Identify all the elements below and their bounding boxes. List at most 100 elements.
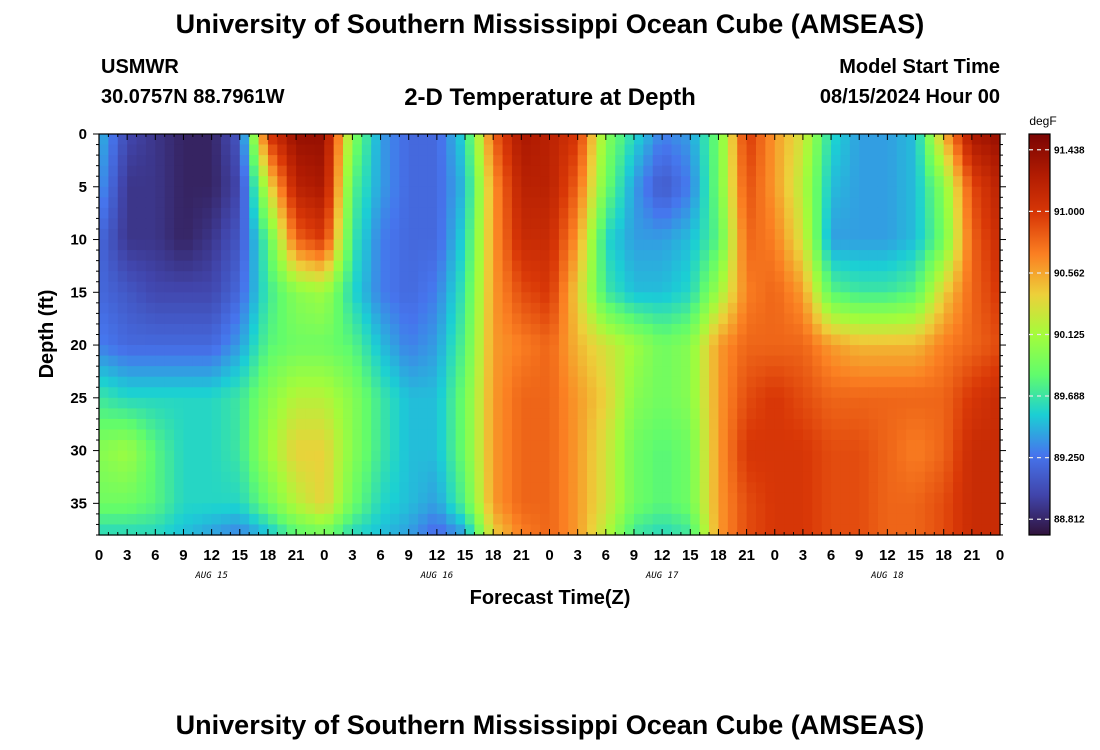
heatmap-cell — [99, 429, 109, 441]
heatmap-cell — [615, 313, 626, 325]
heatmap-cell — [709, 207, 720, 220]
heatmap-cell — [230, 176, 241, 188]
heatmap-cell — [352, 281, 363, 293]
heatmap-cell — [221, 313, 231, 325]
heatmap-cell — [680, 207, 691, 220]
heatmap-cell — [399, 450, 410, 462]
heatmap-cell — [361, 334, 372, 346]
heatmap-cell — [718, 397, 729, 409]
heatmap-cell — [127, 292, 138, 304]
heatmap-cell — [680, 482, 691, 494]
heatmap-cell — [474, 228, 485, 241]
heatmap-cell — [680, 239, 691, 251]
heatmap-cell — [521, 218, 532, 230]
heatmap-cell — [296, 271, 307, 283]
heatmap-cell — [690, 165, 701, 177]
heatmap-cell — [530, 186, 541, 198]
heatmap-cell — [333, 334, 344, 346]
heatmap-cell — [408, 197, 419, 209]
heatmap-cell — [192, 239, 203, 251]
heatmap-cell — [483, 271, 494, 283]
heatmap-cell — [493, 271, 504, 283]
heatmap-cell — [483, 355, 494, 367]
heatmap-cell — [605, 176, 616, 188]
heatmap-cell — [859, 440, 870, 452]
heatmap-cell — [389, 260, 400, 272]
heatmap-cell — [568, 376, 579, 388]
heatmap-cell — [784, 281, 795, 293]
heatmap-cell — [587, 155, 598, 167]
heatmap-cell — [755, 355, 766, 367]
heatmap-cell — [230, 387, 241, 399]
heatmap-cell — [99, 513, 109, 526]
heatmap-cell — [399, 186, 410, 198]
heatmap-cell — [389, 471, 400, 483]
heatmap-cell — [427, 250, 438, 262]
heatmap-cell — [831, 418, 842, 431]
heatmap-cell — [652, 355, 663, 367]
heatmap-cell — [389, 239, 400, 251]
heatmap-cell — [887, 176, 898, 188]
heatmap-cell — [784, 524, 795, 536]
heatmap-cell — [296, 186, 307, 198]
heatmap-cell — [558, 239, 569, 251]
heatmap-cell — [671, 323, 682, 336]
heatmap-cell — [868, 292, 879, 304]
heatmap-cell — [737, 186, 748, 198]
heatmap-cell — [981, 482, 992, 494]
heatmap-cell — [192, 471, 203, 483]
heatmap-cell — [258, 186, 269, 198]
heatmap-cell — [267, 461, 278, 473]
heatmap-cell — [436, 271, 447, 283]
heatmap-cell — [239, 228, 250, 241]
heatmap-cell — [652, 397, 663, 409]
heatmap-cell — [962, 313, 973, 325]
heatmap-cell — [812, 144, 823, 156]
heatmap-cell — [849, 186, 860, 198]
heatmap-cell — [418, 366, 429, 378]
heatmap-cell — [164, 471, 175, 483]
heatmap-cell — [99, 176, 109, 188]
heatmap-cell — [352, 228, 363, 241]
heatmap-cell — [465, 366, 476, 378]
heatmap-cell — [915, 471, 926, 483]
heatmap-cell — [183, 218, 194, 230]
heatmap-cell — [230, 271, 241, 283]
heatmap-cell — [849, 397, 860, 409]
heatmap-cell — [408, 450, 419, 462]
heatmap-cell — [737, 260, 748, 272]
heatmap-cell — [812, 418, 823, 431]
heatmap-cell — [511, 250, 522, 262]
heatmap-cell — [981, 450, 992, 462]
heatmap-cell — [493, 492, 504, 504]
heatmap-cell — [418, 376, 429, 388]
heatmap-cell — [418, 207, 429, 220]
heatmap-cell — [821, 239, 832, 251]
heatmap-cell — [389, 281, 400, 293]
heatmap-cell — [652, 461, 663, 473]
heatmap-cell — [737, 197, 748, 209]
heatmap-cell — [840, 524, 851, 536]
heatmap-cell — [784, 228, 795, 241]
heatmap-cell — [849, 155, 860, 167]
heatmap-cell — [343, 302, 354, 314]
heatmap-cell — [211, 524, 222, 536]
heatmap-cell — [277, 186, 288, 198]
heatmap-cell — [831, 323, 842, 336]
heatmap-cell — [877, 197, 888, 209]
heatmap-cell — [296, 165, 307, 177]
heatmap-cell — [258, 165, 269, 177]
heatmap-cell — [164, 429, 175, 441]
heatmap-cell — [530, 524, 541, 536]
heatmap-cell — [389, 144, 400, 156]
heatmap-cell — [239, 482, 250, 494]
heatmap-cell — [108, 345, 119, 357]
heatmap-cell — [699, 397, 710, 409]
heatmap-cell — [652, 482, 663, 494]
heatmap-cell — [709, 387, 720, 399]
heatmap-cell — [624, 355, 635, 367]
heatmap-cell — [267, 376, 278, 388]
heatmap-cell — [230, 440, 241, 452]
heatmap-cell — [436, 429, 447, 441]
heatmap-cell — [521, 271, 532, 283]
